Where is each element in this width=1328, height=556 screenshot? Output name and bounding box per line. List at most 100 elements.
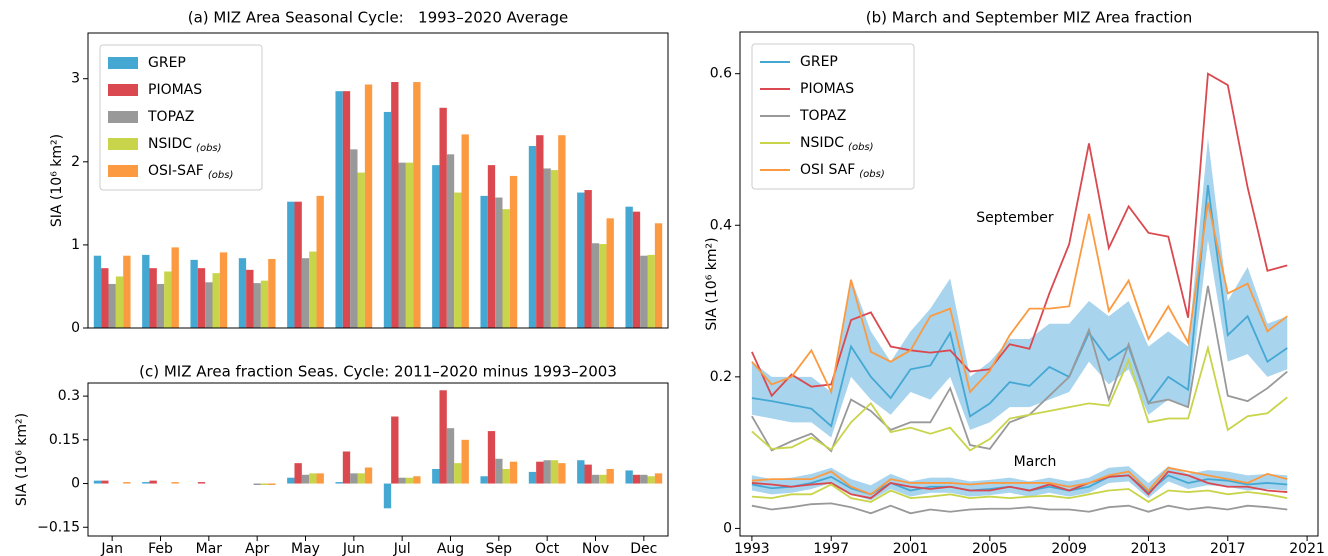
panel-title: (a) MIZ Area Seasonal Cycle: 1993–2020 A… <box>188 9 569 27</box>
bar <box>606 218 614 328</box>
x-tick-label: Aug <box>437 541 464 556</box>
bar <box>599 244 607 328</box>
series-line <box>751 344 1288 452</box>
bar <box>268 259 276 328</box>
bar <box>219 252 228 328</box>
bar <box>632 211 641 328</box>
y-tick-label: −0.15 <box>37 519 80 535</box>
bar <box>101 480 109 484</box>
bar <box>316 473 324 484</box>
bar <box>93 255 102 328</box>
series-line <box>751 483 1288 503</box>
y-tick-label: 0.3 <box>58 388 80 404</box>
bar <box>142 254 150 328</box>
legend-name: TOPAZ <box>147 109 194 125</box>
bar <box>383 483 392 509</box>
legend-note: (obs) <box>859 169 884 180</box>
bar <box>454 192 462 328</box>
x-tick-label: Sep <box>486 541 513 556</box>
bar <box>606 468 614 484</box>
bar <box>577 460 585 484</box>
y-tick-label: 0 <box>71 476 80 492</box>
y-tick-label: 0.15 <box>49 432 80 448</box>
y-axis-label: SIA (10⁶ km²) <box>49 134 65 227</box>
y-tick-label: 0.6 <box>710 66 732 82</box>
x-tick-label: 1993 <box>734 541 770 556</box>
bar <box>268 483 276 485</box>
legend-label: TOPAZ <box>799 108 846 124</box>
bar <box>171 482 179 484</box>
bar <box>495 197 503 328</box>
bar <box>164 271 172 328</box>
bar <box>142 482 150 484</box>
legend-box <box>99 44 263 191</box>
bar <box>171 247 179 328</box>
bar <box>301 474 310 484</box>
bar <box>577 192 585 328</box>
bar <box>591 474 600 484</box>
bar <box>123 482 131 484</box>
x-tick-label: Jan <box>100 541 123 556</box>
bar <box>536 135 544 328</box>
bar <box>647 476 655 484</box>
bar <box>502 468 510 484</box>
bar <box>480 195 488 328</box>
bar <box>190 259 198 328</box>
legend-name: NSIDC <box>148 136 192 152</box>
bar <box>309 473 317 484</box>
bar <box>432 468 440 484</box>
bar <box>640 255 648 328</box>
x-tick-label: 2009 <box>1051 541 1087 556</box>
bar <box>342 91 351 329</box>
annotation: March <box>1014 454 1057 470</box>
bar <box>197 268 206 328</box>
bar <box>364 467 373 484</box>
bar <box>654 223 663 328</box>
series-line <box>751 466 1288 496</box>
legend-label: TOPAZ <box>147 109 194 125</box>
bar <box>287 201 295 328</box>
bar <box>350 149 358 328</box>
x-tick-label: Dec <box>630 541 657 556</box>
bar <box>439 107 447 329</box>
series-line <box>751 470 1288 500</box>
bar <box>543 168 551 328</box>
x-tick-label: Nov <box>582 541 609 556</box>
series-line <box>751 184 1288 428</box>
series-line <box>751 285 1288 453</box>
bar <box>647 254 655 328</box>
legend-name: PIOMAS <box>148 82 202 98</box>
x-tick-label: Apr <box>245 541 269 556</box>
y-tick-label: 0 <box>71 320 80 336</box>
bar <box>599 474 607 484</box>
bar <box>335 91 343 329</box>
bar <box>405 162 414 328</box>
bar <box>432 165 440 328</box>
bar <box>197 482 206 484</box>
x-tick-label: Oct <box>535 541 560 556</box>
bar <box>294 463 302 484</box>
legend-box <box>751 43 915 190</box>
y-tick-label: 1 <box>71 237 80 253</box>
bar <box>558 463 566 484</box>
legend-name: GREP <box>148 55 186 71</box>
y-tick-label: 0 <box>723 520 732 536</box>
legend-name: OSI-SAF <box>148 163 204 179</box>
legend-label: GREP <box>800 54 838 70</box>
bar <box>246 269 254 328</box>
bar <box>405 477 414 484</box>
bar <box>509 175 518 328</box>
legend-label: OSI-SAF (obs) <box>148 163 233 181</box>
x-tick-label: Jun <box>342 541 365 556</box>
bar <box>357 172 365 328</box>
bar <box>528 471 537 484</box>
bar <box>212 273 220 328</box>
x-tick-label: Mar <box>196 541 223 556</box>
bar <box>301 258 310 328</box>
bar <box>487 431 496 484</box>
x-tick-label: 2017 <box>1210 541 1246 556</box>
bar <box>391 416 399 484</box>
bar <box>383 111 392 328</box>
bar <box>461 134 469 328</box>
